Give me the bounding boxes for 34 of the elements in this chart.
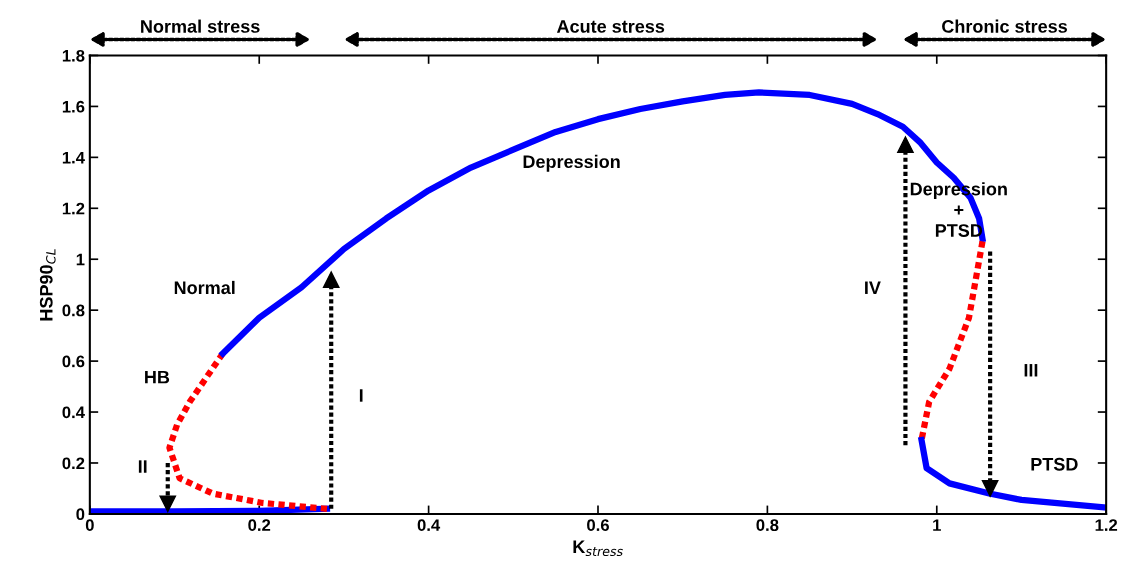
x-tick-label: 1: [933, 519, 941, 531]
annotation: PTSD: [1031, 457, 1078, 471]
x-axis-title: K$_{stress}$: [573, 540, 623, 557]
annotation: II: [138, 460, 147, 473]
y-tick-label: 1.4: [62, 151, 85, 164]
annotation: I: [359, 389, 363, 402]
x-tick-label: 1.2: [1095, 519, 1118, 531]
x-tick-label: 0.8: [756, 519, 779, 532]
point: [981, 480, 999, 497]
point: [159, 495, 177, 513]
text: Chronic stress: [942, 19, 1067, 33]
y-axis-title: HSP90$_{CL}$: [39, 249, 56, 321]
y-tick-label: 1.6: [62, 100, 85, 113]
y-tick-label: 1.8: [62, 49, 85, 62]
y-tick-label: 0.8: [62, 304, 85, 317]
annotation: III: [1024, 364, 1038, 377]
x-tick-label: 0.4: [417, 519, 441, 532]
x-tick-label: 0: [85, 519, 94, 532]
x-tick-label: 0.2: [248, 519, 271, 532]
text: Normal stress: [141, 19, 260, 33]
y-tick-label: 1.2: [62, 202, 85, 215]
y-tick-label: 0.4: [62, 406, 85, 419]
text: Acute stress: [556, 20, 665, 33]
y-tick-label: 1: [76, 253, 85, 266]
x-tick-label: 0.6: [587, 519, 609, 532]
point: [322, 271, 340, 288]
annotation: Normal: [174, 280, 235, 295]
y-tick-label: 0.2: [62, 457, 85, 470]
annotation: Depression: [523, 154, 620, 172]
point: [897, 136, 914, 153]
y-tick-label: 0: [76, 508, 85, 521]
annotation: HB: [145, 370, 170, 384]
y-tick-label: 0.6: [62, 355, 85, 368]
annotation: IV: [865, 281, 881, 294]
